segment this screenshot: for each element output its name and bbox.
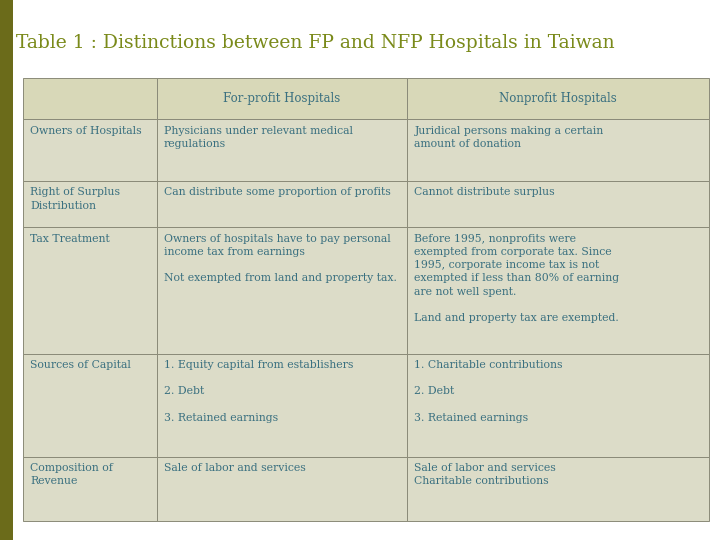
Text: Owners of hospitals have to pay personal
income tax from earnings

Not exempted : Owners of hospitals have to pay personal… — [164, 234, 397, 284]
Text: Juridical persons making a certain
amount of donation: Juridical persons making a certain amoun… — [415, 125, 604, 148]
Bar — [157, 119, 408, 181]
Bar — [157, 227, 408, 354]
Bar — [23, 78, 157, 119]
Text: For-profit Hospitals: For-profit Hospitals — [223, 92, 341, 105]
Text: Sale of labor and services
Charitable contributions: Sale of labor and services Charitable co… — [415, 463, 557, 487]
Bar — [157, 354, 408, 457]
Text: Tax Treatment: Tax Treatment — [30, 234, 110, 244]
Bar — [408, 227, 709, 354]
Bar — [408, 78, 709, 119]
Text: Physicians under relevant medical
regulations: Physicians under relevant medical regula… — [164, 125, 353, 148]
Bar — [157, 181, 408, 227]
Text: Sources of Capital: Sources of Capital — [30, 360, 131, 370]
Bar — [23, 354, 157, 457]
Bar — [23, 181, 157, 227]
Text: Can distribute some proportion of profits: Can distribute some proportion of profit… — [164, 187, 391, 198]
Bar — [157, 78, 408, 119]
Text: Composition of
Revenue: Composition of Revenue — [30, 463, 113, 487]
Text: 1. Charitable contributions

2. Debt

3. Retained earnings: 1. Charitable contributions 2. Debt 3. R… — [415, 360, 563, 423]
Bar — [408, 354, 709, 457]
Bar — [23, 457, 157, 521]
Text: 1. Equity capital from establishers

2. Debt

3. Retained earnings: 1. Equity capital from establishers 2. D… — [164, 360, 354, 423]
Text: Table 1 : Distinctions between FP and NFP Hospitals in Taiwan: Table 1 : Distinctions between FP and NF… — [16, 34, 614, 52]
Text: Owners of Hospitals: Owners of Hospitals — [30, 125, 142, 136]
Text: Right of Surplus
Distribution: Right of Surplus Distribution — [30, 187, 120, 211]
Bar — [0, 0, 13, 540]
Bar — [23, 119, 157, 181]
Bar — [408, 181, 709, 227]
Bar — [23, 227, 157, 354]
Bar — [408, 119, 709, 181]
Text: Nonprofit Hospitals: Nonprofit Hospitals — [500, 92, 617, 105]
Bar — [157, 457, 408, 521]
Text: Before 1995, nonprofits were
exempted from corporate tax. Since
1995, corporate : Before 1995, nonprofits were exempted fr… — [415, 234, 620, 323]
Text: Cannot distribute surplus: Cannot distribute surplus — [415, 187, 555, 198]
Bar — [408, 457, 709, 521]
Text: Sale of labor and services: Sale of labor and services — [164, 463, 306, 473]
